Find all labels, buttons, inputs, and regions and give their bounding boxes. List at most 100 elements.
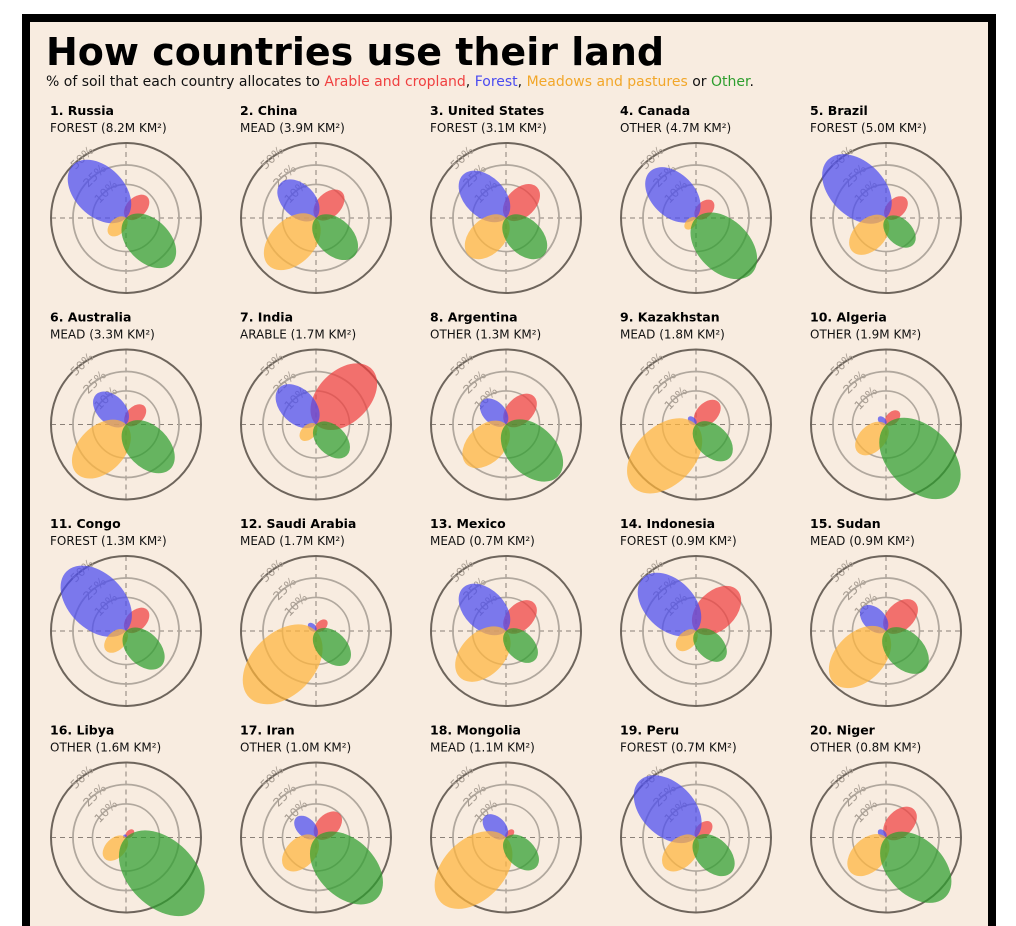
- petal-other: [503, 628, 538, 663]
- petal-forest: [93, 391, 129, 428]
- country-name: 18. Mongolia: [430, 723, 521, 738]
- ring-25: [72, 783, 180, 892]
- petal-other: [882, 627, 929, 674]
- petal-arable: [883, 806, 917, 841]
- petal-other: [312, 214, 359, 261]
- legend-meadows: Meadows and pastures: [526, 74, 688, 90]
- country-name: 20. Niger: [810, 723, 876, 738]
- ring-25: [642, 783, 750, 892]
- petal-other: [502, 214, 548, 260]
- ring-50: [620, 348, 772, 501]
- ring-50: [430, 348, 582, 501]
- petal-other: [312, 421, 350, 459]
- petal-other: [880, 831, 952, 903]
- ring-50: [240, 555, 392, 707]
- ring-25: [452, 370, 560, 479]
- petal-meadows: [71, 419, 131, 479]
- ring-50: [810, 142, 962, 294]
- ring-50: [620, 142, 772, 294]
- country-dominant-label: MEAD (0.9M KM²): [810, 534, 915, 548]
- country-dominant-label: ARABLE (1.7M KM²): [240, 328, 356, 342]
- country-name: 4. Canada: [620, 103, 690, 118]
- petal-other: [121, 213, 177, 269]
- petal-other: [122, 627, 165, 670]
- ring-50: [810, 555, 962, 707]
- chart-subtitle: % of soil that each country allocates to…: [46, 73, 754, 91]
- petal-meadows: [282, 834, 320, 872]
- country-dominant-label: MEAD (1.7M KM²): [240, 534, 345, 548]
- petal-meadows: [464, 214, 510, 260]
- petal-forest: [645, 167, 701, 223]
- petal-other: [312, 627, 351, 666]
- country-name: 19. Peru: [620, 723, 679, 738]
- country-name: 5. Brazil: [810, 103, 868, 118]
- petal-meadows: [828, 625, 892, 689]
- legend-forest: Forest: [474, 74, 518, 90]
- country-dominant-label: OTHER (1.0M KM²): [240, 741, 351, 755]
- petal-forest: [479, 398, 509, 427]
- petal-forest: [294, 815, 318, 840]
- ring-25: [72, 164, 180, 272]
- petal-meadows: [299, 423, 318, 441]
- country-dominant-label: FOREST (1.3M KM²): [50, 534, 167, 548]
- ring-25: [72, 370, 180, 479]
- ring-25: [262, 164, 370, 272]
- ring-50: [620, 555, 772, 707]
- petal-meadows: [455, 626, 511, 682]
- subtitle-separator: or: [687, 74, 711, 90]
- petal-meadows: [627, 418, 703, 494]
- petal-meadows: [847, 834, 890, 877]
- ring-50: [430, 555, 582, 707]
- petal-other: [883, 215, 916, 248]
- country-dominant-label: OTHER (1.3M KM²): [430, 328, 541, 342]
- petal-forest: [458, 583, 511, 636]
- ring-50: [50, 348, 202, 501]
- country-dominant-label: FOREST (0.7M KM²): [620, 741, 737, 755]
- chart-title: How countries use their land: [46, 30, 665, 74]
- ring-50: [50, 555, 202, 707]
- ring-50: [430, 761, 582, 914]
- ring-10: [471, 596, 541, 666]
- petal-other: [693, 628, 727, 662]
- petal-forest: [60, 565, 132, 637]
- petal-arable: [693, 399, 721, 427]
- ring-50: [810, 348, 962, 501]
- petal-forest: [67, 159, 132, 224]
- country-name: 16. Libya: [50, 723, 114, 738]
- petal-forest: [637, 572, 702, 637]
- petal-forest: [277, 179, 320, 222]
- ring-10: [91, 183, 161, 253]
- petal-other: [309, 831, 383, 905]
- petal-arable: [503, 393, 537, 428]
- country-dominant-label: MEAD (3.9M KM²): [240, 121, 345, 135]
- ring-50: [240, 142, 392, 294]
- petal-arable: [691, 585, 742, 636]
- ring-50: [50, 142, 202, 294]
- ring-25: [72, 577, 180, 685]
- country-dominant-label: MEAD (0.7M KM²): [430, 534, 535, 548]
- ring-25: [262, 783, 370, 892]
- petal-other: [692, 834, 735, 877]
- ring-50: [240, 761, 392, 914]
- petal-other: [692, 421, 733, 462]
- country-name: 13. Mexico: [430, 516, 506, 531]
- ring-50: [810, 761, 962, 914]
- petal-meadows: [662, 834, 700, 872]
- ring-25: [452, 577, 560, 685]
